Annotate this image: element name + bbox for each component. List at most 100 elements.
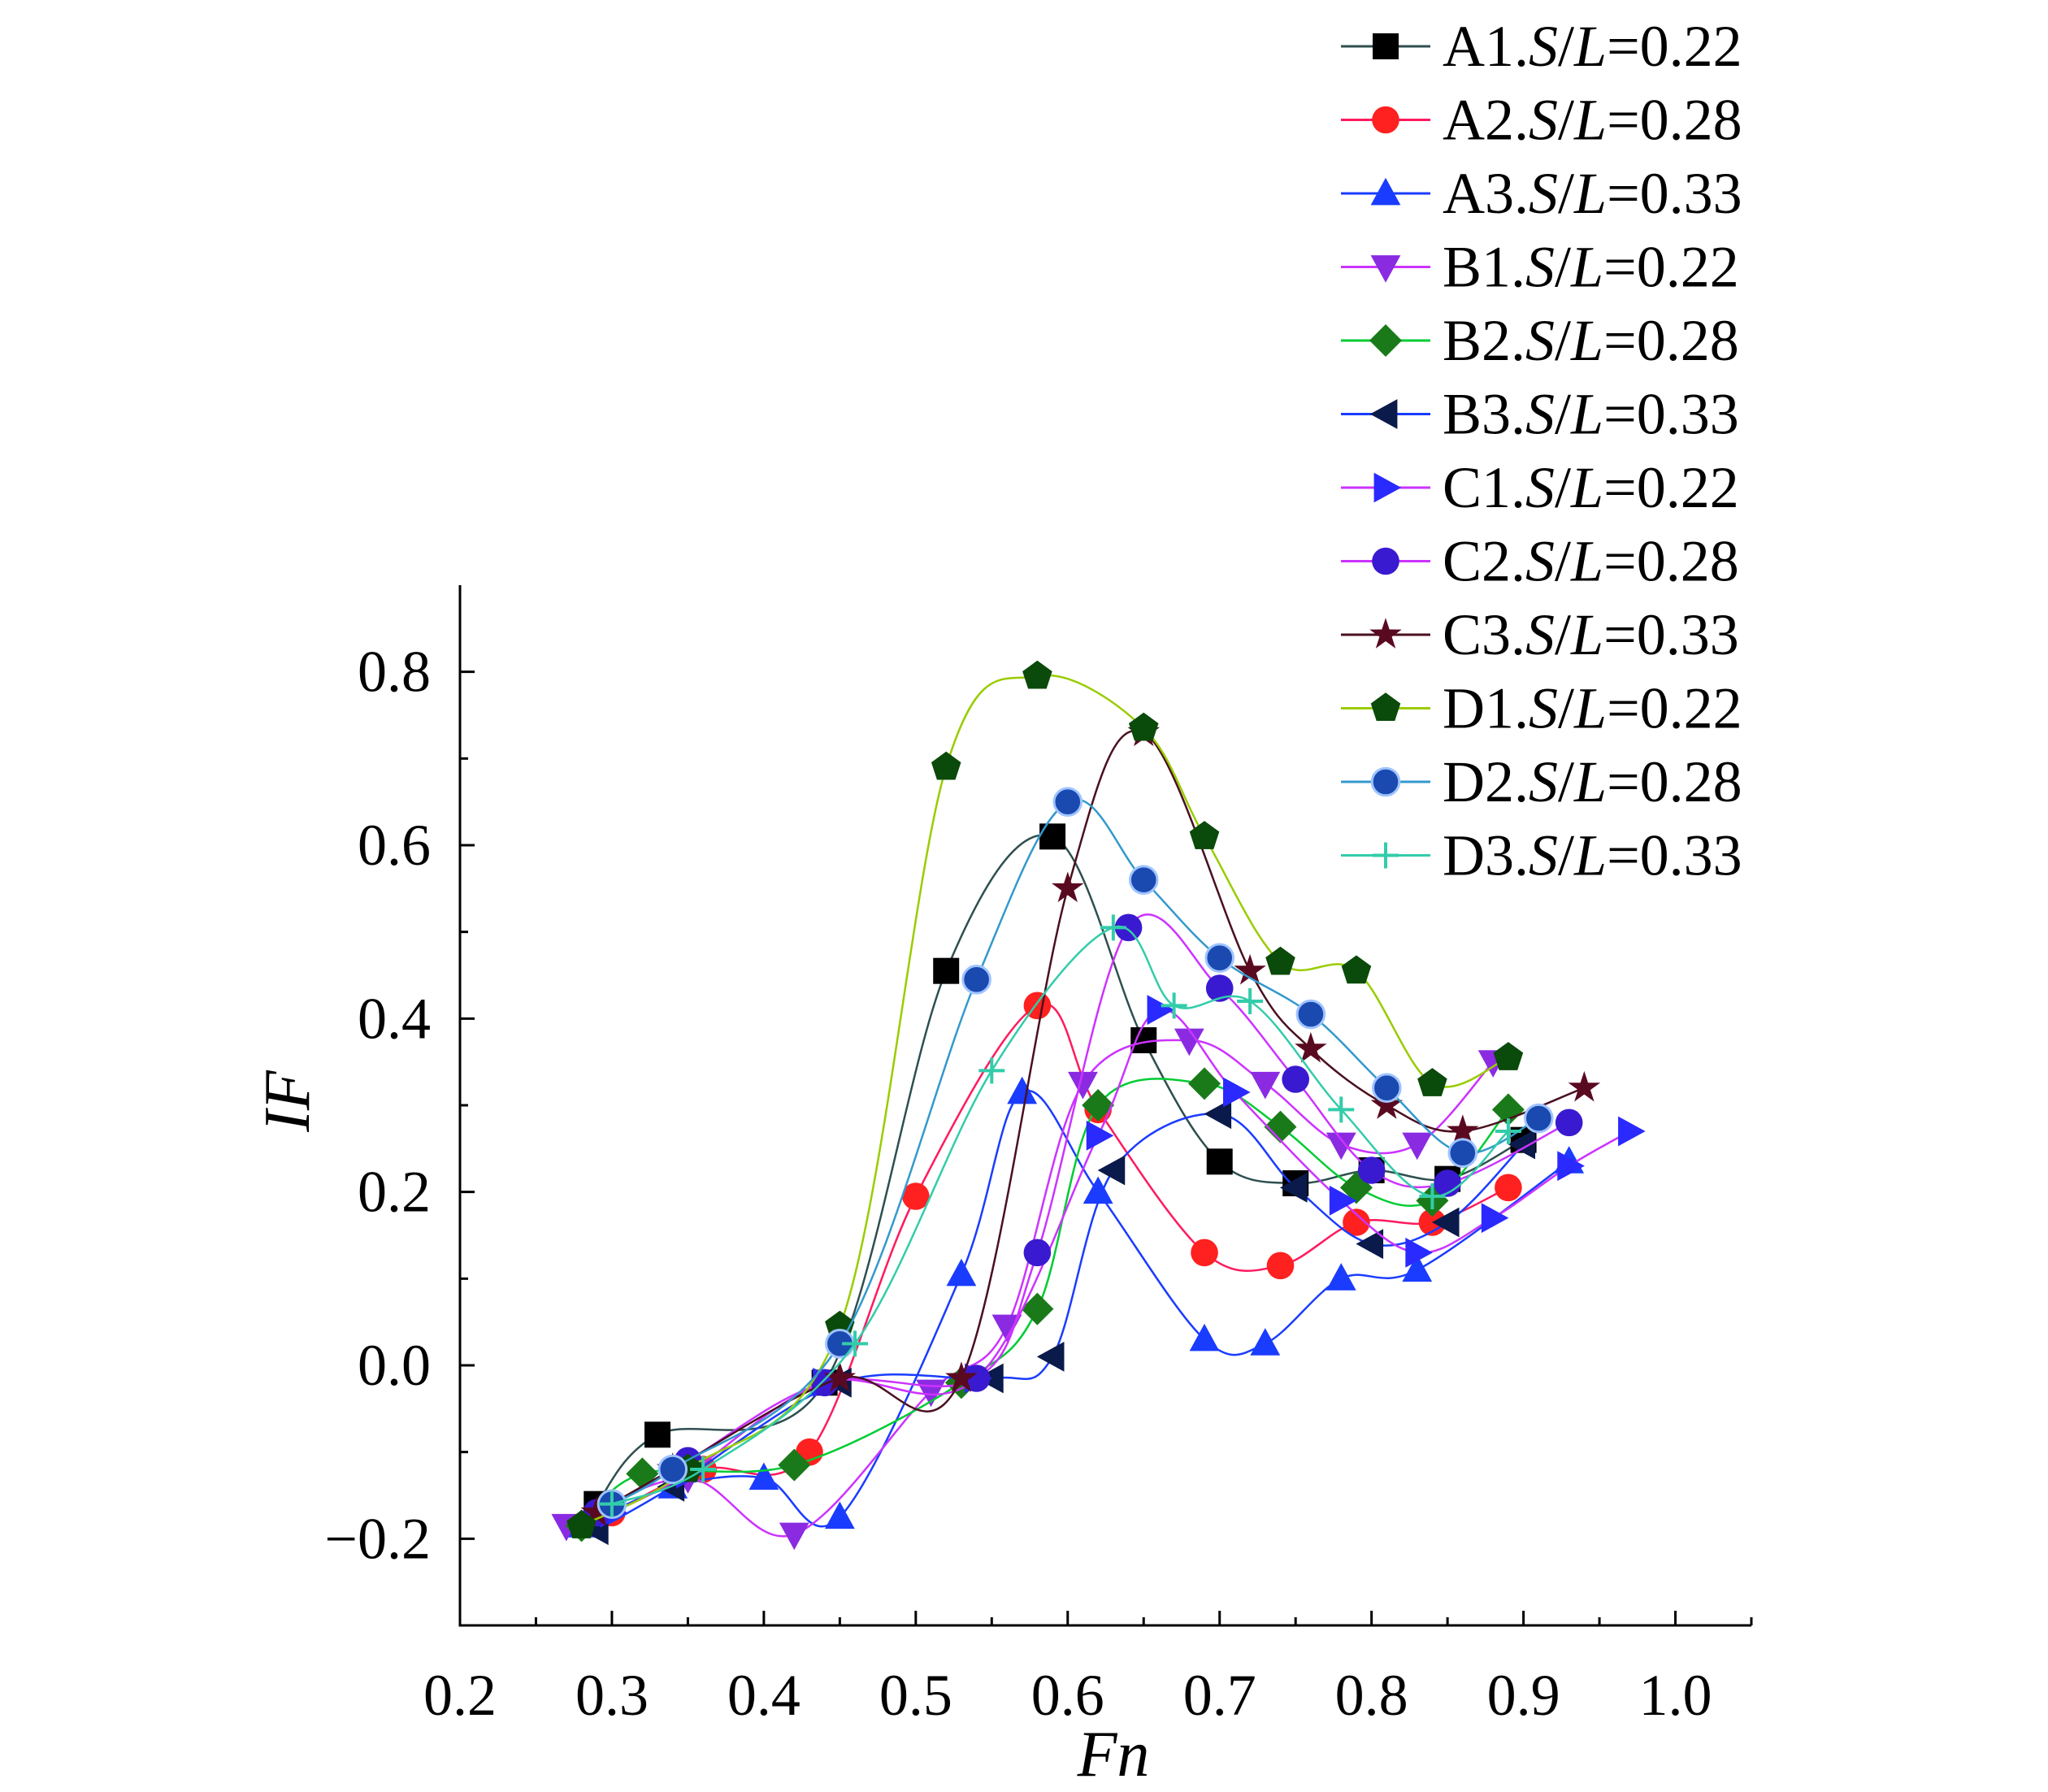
- data-point: [1068, 1071, 1098, 1100]
- legend-label: D1.S/L=0.22: [1443, 676, 1742, 741]
- legend-label-ratio: =0.33: [1607, 823, 1742, 888]
- legend-label-slash: /: [1555, 455, 1571, 520]
- data-point: [1223, 1077, 1251, 1108]
- y-tick-label: 0.6: [358, 813, 431, 878]
- data-point: [1618, 1116, 1646, 1147]
- data-point: [1082, 1089, 1115, 1122]
- data-point: [1282, 1065, 1309, 1093]
- data-point: [1114, 913, 1143, 942]
- legend-label-var: L: [1573, 749, 1607, 814]
- legend-label-var: L: [1573, 823, 1607, 888]
- legend-label-var: S: [1529, 88, 1558, 153]
- legend-label-prefix: B2.: [1443, 308, 1525, 373]
- legend-label: A3.S/L=0.33: [1443, 161, 1742, 226]
- data-point: [1495, 1174, 1522, 1202]
- series-line: [580, 1078, 1509, 1527]
- legend-marker: [1372, 547, 1399, 575]
- legend-label-var: S: [1529, 823, 1558, 888]
- data-point: [1188, 1067, 1221, 1100]
- legend-label-var: S: [1525, 308, 1555, 373]
- data-point: [1370, 1088, 1404, 1119]
- y-axis-title: IF: [252, 1070, 323, 1133]
- data-point: [1021, 1292, 1054, 1326]
- axes: −0.2 0.0 0.2 0.4 0.6 0.8 0.2 0.3 0.4 0.5 0.6 0.7 0.8…: [324, 585, 1753, 1728]
- data-point: [1022, 660, 1052, 689]
- data-point: [598, 1490, 625, 1517]
- legend-label: C3.S/L=0.33: [1443, 602, 1739, 667]
- data-point: [1402, 1254, 1433, 1282]
- legend-entry: A1.S/L=0.22: [1341, 14, 1742, 79]
- legend-label-var: L: [1573, 161, 1607, 226]
- legend-label-slash: /: [1555, 529, 1571, 594]
- legend-label-prefix: D1.: [1443, 676, 1529, 741]
- series-d2: [597, 787, 1554, 1519]
- data-point: [1508, 1129, 1535, 1160]
- data-point: [1234, 953, 1266, 985]
- data-point: [1189, 1323, 1220, 1352]
- x-tick-label: 0.3: [575, 1663, 649, 1728]
- data-point: [1295, 999, 1326, 1030]
- legend-entry: D3.S/L=0.33: [1341, 823, 1742, 888]
- data-point: [644, 1421, 671, 1448]
- data-point: [1086, 1120, 1114, 1151]
- legend-label-prefix: B1.: [1443, 235, 1525, 300]
- legend-marker: [1373, 842, 1399, 869]
- data-point: [946, 1258, 977, 1287]
- legend-label: D3.S/L=0.33: [1443, 823, 1742, 888]
- legend-label-ratio: =0.22: [1603, 235, 1739, 300]
- data-point: [1206, 1148, 1233, 1175]
- legend-entry: B2.S/L=0.28: [1341, 308, 1739, 373]
- data-point: [1007, 1076, 1038, 1104]
- y-tick-label: −0.2: [324, 1506, 431, 1571]
- series-a2: [598, 991, 1522, 1527]
- legend-marker: [1370, 766, 1401, 797]
- data-point: [945, 1361, 978, 1392]
- legend-marker: [1373, 33, 1399, 59]
- legend-label-var: L: [1573, 14, 1607, 79]
- data-point: [1326, 1132, 1356, 1161]
- y-tick-label: 0.8: [358, 640, 431, 705]
- data-point: [842, 1330, 869, 1357]
- legend-marker: [1369, 618, 1402, 649]
- data-point: [1329, 1185, 1357, 1216]
- data-point: [1555, 1109, 1583, 1137]
- data-point: [1326, 1263, 1356, 1291]
- data-point: [1204, 1099, 1232, 1130]
- legend-label: A1.S/L=0.22: [1443, 14, 1742, 79]
- legend-entry: C1.S/L=0.22: [1341, 455, 1739, 520]
- legend-label-var: L: [1570, 308, 1603, 373]
- legend-label-var: L: [1570, 529, 1603, 594]
- data-point: [1295, 1031, 1327, 1063]
- legend-label-var: S: [1529, 749, 1558, 814]
- legend-label-var: L: [1570, 455, 1603, 520]
- data-point: [1023, 1239, 1052, 1267]
- legend-label-prefix: C2.: [1443, 529, 1525, 594]
- legend-entry: C3.S/L=0.33: [1341, 602, 1739, 667]
- data-point: [1341, 955, 1372, 984]
- legend-label-slash: /: [1558, 823, 1574, 888]
- series-line: [596, 729, 1585, 1514]
- legend-marker: [1373, 472, 1402, 503]
- legend-label: C2.S/L=0.28: [1443, 529, 1739, 594]
- legend-label-prefix: A3.: [1443, 161, 1529, 226]
- data-point: [1097, 1155, 1126, 1186]
- data-point: [1447, 1138, 1478, 1168]
- data-point: [1372, 1073, 1402, 1103]
- data-point: [1491, 1093, 1525, 1126]
- legend-marker: [1369, 324, 1402, 357]
- data-point: [1266, 1252, 1295, 1280]
- legend-entry: D2.S/L=0.28: [1341, 749, 1742, 814]
- legend-label-prefix: B3.: [1443, 382, 1525, 447]
- legend-label-ratio: =0.28: [1603, 308, 1739, 373]
- legend-label: B1.S/L=0.22: [1443, 235, 1739, 300]
- legend-label: A2.S/L=0.28: [1443, 88, 1742, 153]
- data-point: [1405, 1237, 1433, 1268]
- legend-label-prefix: D3.: [1443, 823, 1529, 888]
- data-point: [1417, 1068, 1447, 1096]
- series-line: [611, 925, 1509, 1505]
- series-line: [611, 1008, 1631, 1514]
- legend-label-prefix: A2.: [1443, 88, 1529, 153]
- series-c2: [583, 913, 1583, 1527]
- data-point: [1431, 1207, 1460, 1238]
- y-tick-label: 0.2: [358, 1160, 431, 1225]
